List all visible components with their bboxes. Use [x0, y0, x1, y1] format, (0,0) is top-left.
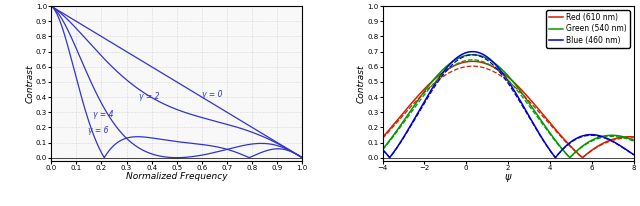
Blue (460 nm): [379, 148, 387, 151]
Blue (460 nm): [598, 135, 605, 138]
Red (610 nm): [407, 102, 415, 105]
Blue (460 nm): [552, 156, 559, 159]
Red (610 nm): [422, 86, 430, 88]
Red (610 nm): [598, 143, 605, 145]
Green (540 nm): [422, 88, 430, 90]
Text: γ = 0: γ = 0: [202, 90, 222, 99]
Blue (460 nm): [630, 153, 637, 156]
Green (540 nm): [379, 148, 387, 151]
Text: γ = 6: γ = 6: [88, 126, 108, 135]
Y-axis label: Contrast: Contrast: [26, 64, 35, 103]
Red (610 nm): [625, 136, 633, 138]
Green (540 nm): [407, 109, 415, 111]
Legend: Red (610 nm), Green (540 nm), Blue (460 nm): Red (610 nm), Green (540 nm), Blue (460 …: [546, 10, 630, 48]
Line: Green (540 nm): Green (540 nm): [383, 55, 634, 158]
Blue (460 nm): [475, 52, 483, 54]
Line: Blue (460 nm): Blue (460 nm): [383, 52, 634, 158]
Blue (460 nm): [468, 50, 476, 53]
Blue (460 nm): [422, 97, 430, 100]
Green (540 nm): [468, 53, 476, 56]
Blue (460 nm): [625, 150, 633, 153]
Text: γ = 4: γ = 4: [93, 110, 113, 119]
Red (610 nm): [630, 136, 637, 138]
Blue (460 nm): [407, 123, 415, 126]
Blue (460 nm): [486, 58, 493, 60]
Red (610 nm): [475, 61, 483, 63]
Red (610 nm): [579, 156, 586, 159]
X-axis label: Normalized Frequency: Normalized Frequency: [126, 172, 228, 181]
Y-axis label: Contrast: Contrast: [356, 64, 365, 103]
Green (540 nm): [630, 139, 637, 141]
Green (540 nm): [598, 135, 605, 138]
Green (540 nm): [566, 156, 573, 159]
Green (540 nm): [475, 54, 483, 57]
Green (540 nm): [486, 59, 493, 61]
X-axis label: ψ: ψ: [505, 172, 511, 182]
Text: γ = 2: γ = 2: [139, 92, 159, 101]
Red (610 nm): [379, 136, 387, 139]
Green (540 nm): [625, 137, 633, 140]
Red (610 nm): [468, 60, 476, 63]
Red (610 nm): [486, 64, 493, 66]
Line: Red (610 nm): Red (610 nm): [383, 61, 634, 158]
